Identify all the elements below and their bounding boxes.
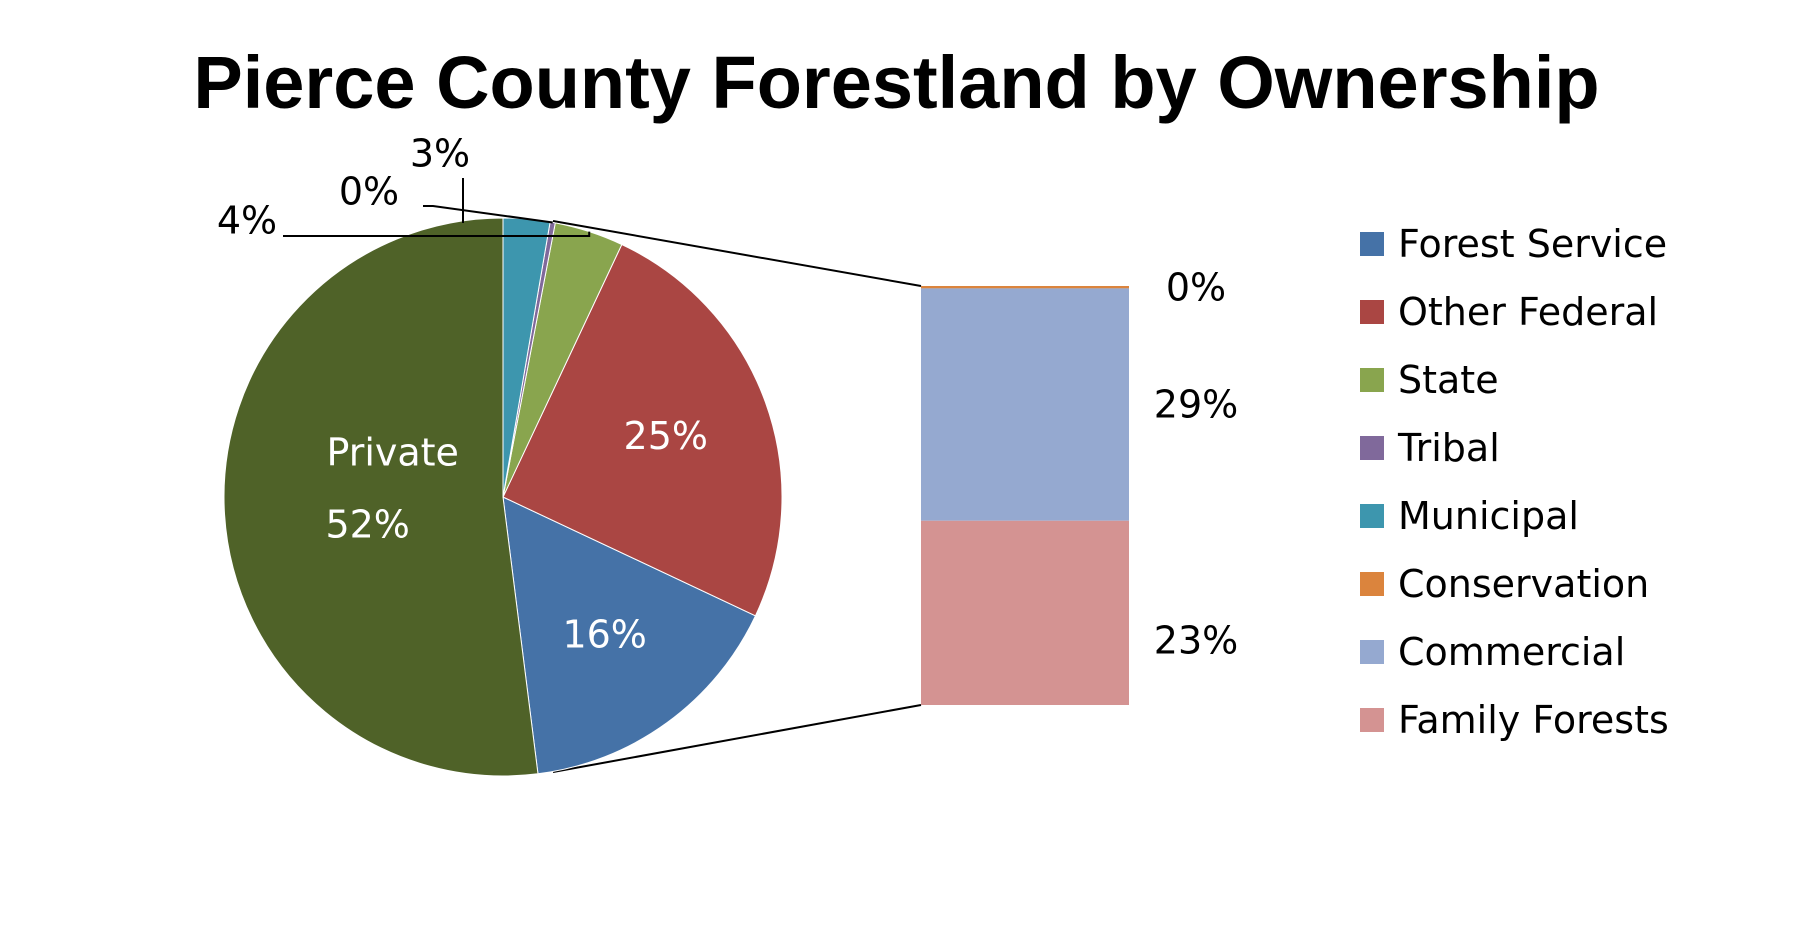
legend-item-municipal: Municipal <box>1360 482 1669 550</box>
connector-line-bottom <box>552 704 922 773</box>
bar-label-commercial: 29% <box>1154 383 1238 427</box>
pie-slice-private <box>223 217 539 777</box>
pie-label-municipal: 3% <box>410 132 470 176</box>
legend-item-family-forests: Family Forests <box>1360 686 1669 754</box>
legend-item-commercial: Commercial <box>1360 618 1669 686</box>
leader-line-tribal <box>423 205 553 224</box>
pie-label-tribal: 0% <box>339 170 399 214</box>
bar-segment-commercial <box>921 288 1129 521</box>
pie-slice-other-federal <box>502 243 783 617</box>
bar-segment-family-forests <box>921 520 1129 705</box>
legend-swatch-commercial <box>1360 640 1384 664</box>
pie-slice-forest-service <box>502 496 757 775</box>
pie-label-forest-service: 16% <box>562 612 646 656</box>
bar-segment-conservation <box>921 286 1129 289</box>
legend-item-conservation: Conservation <box>1360 550 1669 618</box>
legend-swatch-family-forests <box>1360 708 1384 732</box>
legend-label-municipal: Municipal <box>1398 494 1579 538</box>
legend-label-forest-service: Forest Service <box>1398 222 1668 266</box>
legend-swatch-tribal <box>1360 436 1384 460</box>
legend-swatch-other-federal <box>1360 300 1384 324</box>
legend-item-other-federal: Other Federal <box>1360 278 1669 346</box>
pie-label-private: 52% <box>325 502 409 546</box>
legend-label-tribal: Tribal <box>1398 426 1500 470</box>
legend-item-tribal: Tribal <box>1360 414 1669 482</box>
legend-item-state: State <box>1360 346 1669 414</box>
pie-label-private-name: Private <box>326 430 458 474</box>
legend-label-conservation: Conservation <box>1398 562 1650 606</box>
legend-swatch-municipal <box>1360 504 1384 528</box>
legend-label-state: State <box>1398 358 1499 402</box>
legend: Forest Service Other Federal State Tribal Mu… <box>1360 210 1669 754</box>
legend-label-commercial: Commercial <box>1398 630 1626 674</box>
bar-label-conservation: 0% <box>1166 266 1226 310</box>
leader-line-state <box>283 231 591 237</box>
legend-swatch-forest-service <box>1360 232 1384 256</box>
legend-label-other-federal: Other Federal <box>1398 290 1659 334</box>
pie-label-state: 4% <box>217 199 277 243</box>
bar-label-family-forests: 23% <box>1154 619 1238 663</box>
chart-title: Pierce County Forestland by Ownership <box>193 41 1600 124</box>
connector-line-top <box>552 220 922 287</box>
legend-label-family-forests: Family Forests <box>1398 698 1669 742</box>
legend-item-forest-service: Forest Service <box>1360 210 1669 278</box>
legend-swatch-state <box>1360 368 1384 392</box>
pie-label-other-federal: 25% <box>624 414 708 458</box>
legend-swatch-conservation <box>1360 572 1384 596</box>
